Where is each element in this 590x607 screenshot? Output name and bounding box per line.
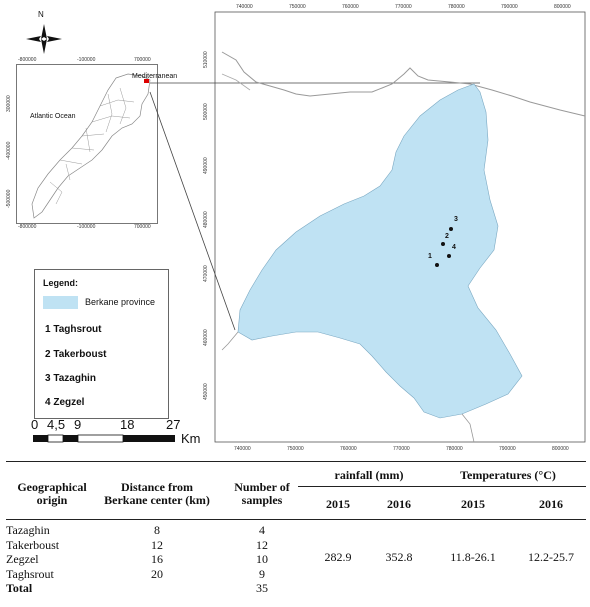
main-bottom-tick: 790000	[499, 446, 516, 452]
legend: Legend: Berkane province 1 Taghsrout 2 T…	[34, 269, 169, 419]
cell-temp-2015: 11.8-26.1	[450, 550, 496, 565]
site-label-4: 4	[452, 244, 456, 251]
inset-bottom-tick: 700000	[134, 224, 151, 230]
table-row: Taghsrout 20 9	[6, 567, 586, 582]
morocco-outline	[31, 73, 151, 219]
legend-title: Legend:	[43, 278, 78, 288]
cell-total-label: Total	[6, 581, 33, 595]
legend-item: 4 Zegzel	[45, 397, 85, 408]
header-year: 2016	[387, 496, 411, 511]
province-label: Berkane province	[85, 297, 156, 307]
main-top-tick: 770000	[395, 4, 412, 10]
north-label: N	[38, 10, 44, 19]
cell-temp-2016: 12.2-25.7	[528, 550, 574, 565]
table-row: Tazaghin 8 4 282.9 352.8 11.8-26.1 12.2-…	[6, 520, 586, 564]
main-top-tick: 760000	[342, 4, 359, 10]
scale-bar-graphic	[33, 434, 175, 443]
cell-distance: 12	[151, 537, 163, 552]
main-top-tick: 750000	[289, 4, 306, 10]
main-bottom-tick: 770000	[393, 446, 410, 452]
sea-label: Mediterranean	[132, 73, 178, 80]
header-year: 2016	[539, 496, 563, 511]
site-marker-4	[447, 254, 451, 258]
site-label-2: 2	[445, 233, 449, 240]
north-arrow-icon	[26, 24, 62, 54]
main-top-tick: 780000	[448, 4, 465, 10]
data-table: Geographical origin Distance from Berkan…	[6, 462, 586, 596]
site-marker-2	[441, 242, 445, 246]
cell-rain-2016: 352.8	[385, 550, 413, 565]
inset-top-tick: -100000	[77, 57, 96, 63]
header-rainfall: rainfall (mm)	[334, 467, 404, 482]
header-temperatures: Temperatures (°C)	[460, 467, 556, 482]
scale-label: 0	[31, 417, 39, 432]
province-swatch	[43, 296, 78, 309]
table-row: Takerboust 12 12	[6, 538, 586, 553]
ocean-label: Atlantic Ocean	[30, 113, 76, 120]
main-top-tick: 800000	[554, 4, 571, 10]
cell-samples: 4	[259, 523, 265, 537]
inset-bottom-tick: -800000	[18, 224, 37, 230]
inset-bottom-tick: -100000	[77, 224, 96, 230]
legend-item: 3 Tazaghin	[45, 373, 96, 384]
header-distance: Distance from Berkane center (km)	[104, 480, 210, 507]
cell-distance: 20	[151, 566, 163, 581]
scale-label: 4,5	[47, 417, 66, 432]
main-top-tick: 740000	[236, 4, 253, 10]
cell-distance: 16	[151, 552, 163, 566]
cell-distance: 8	[154, 523, 160, 537]
table-group-rule	[298, 486, 586, 487]
cell-origin: Takerboust	[6, 537, 60, 552]
berkane-province	[237, 83, 523, 419]
scale-label: 9	[74, 417, 82, 432]
scale-label: 27	[166, 417, 181, 432]
legend-item: 1 Taghsrout	[45, 324, 102, 335]
cell-samples: 10	[256, 552, 268, 566]
main-bottom-tick: 800000	[552, 446, 569, 452]
main-bottom-tick: 750000	[287, 446, 304, 452]
cell-samples: 9	[259, 566, 265, 581]
header-year: 2015	[461, 496, 485, 511]
header-year: 2015	[326, 496, 350, 511]
table-row: Zegzel 16 10	[6, 552, 586, 567]
site-label-3: 3	[454, 216, 458, 223]
main-bottom-tick: 760000	[340, 446, 357, 452]
site-marker-1	[435, 263, 439, 267]
site-marker-3	[449, 227, 453, 231]
table-header-rule	[6, 519, 586, 520]
scale-unit: Km	[181, 431, 201, 446]
site-label-1: 1	[428, 253, 432, 260]
cell-samples: 12	[256, 537, 268, 552]
cell-total-distance	[98, 581, 216, 596]
scale-label: 18	[120, 417, 135, 432]
legend-item: 2 Takerboust	[45, 349, 107, 360]
main-bottom-tick: 740000	[234, 446, 251, 452]
cell-origin: Zegzel	[6, 552, 39, 566]
header-origin: Geographical origin	[17, 480, 87, 507]
main-top-tick: 790000	[501, 4, 518, 10]
inset-top-tick: 700000	[134, 57, 151, 63]
main-map-canvas	[149, 11, 586, 443]
cell-origin: Taghsrout	[6, 566, 54, 581]
cell-origin: Tazaghin	[6, 523, 50, 537]
cell-total-samples: 35	[256, 581, 268, 595]
table-top-rule	[6, 461, 586, 462]
table-row-total: Total 35	[6, 581, 586, 596]
cell-rain-2015: 282.9	[324, 550, 352, 565]
inset-top-tick: -800000	[18, 57, 37, 63]
header-samples: Number of samples	[234, 480, 290, 507]
main-bottom-tick: 780000	[446, 446, 463, 452]
